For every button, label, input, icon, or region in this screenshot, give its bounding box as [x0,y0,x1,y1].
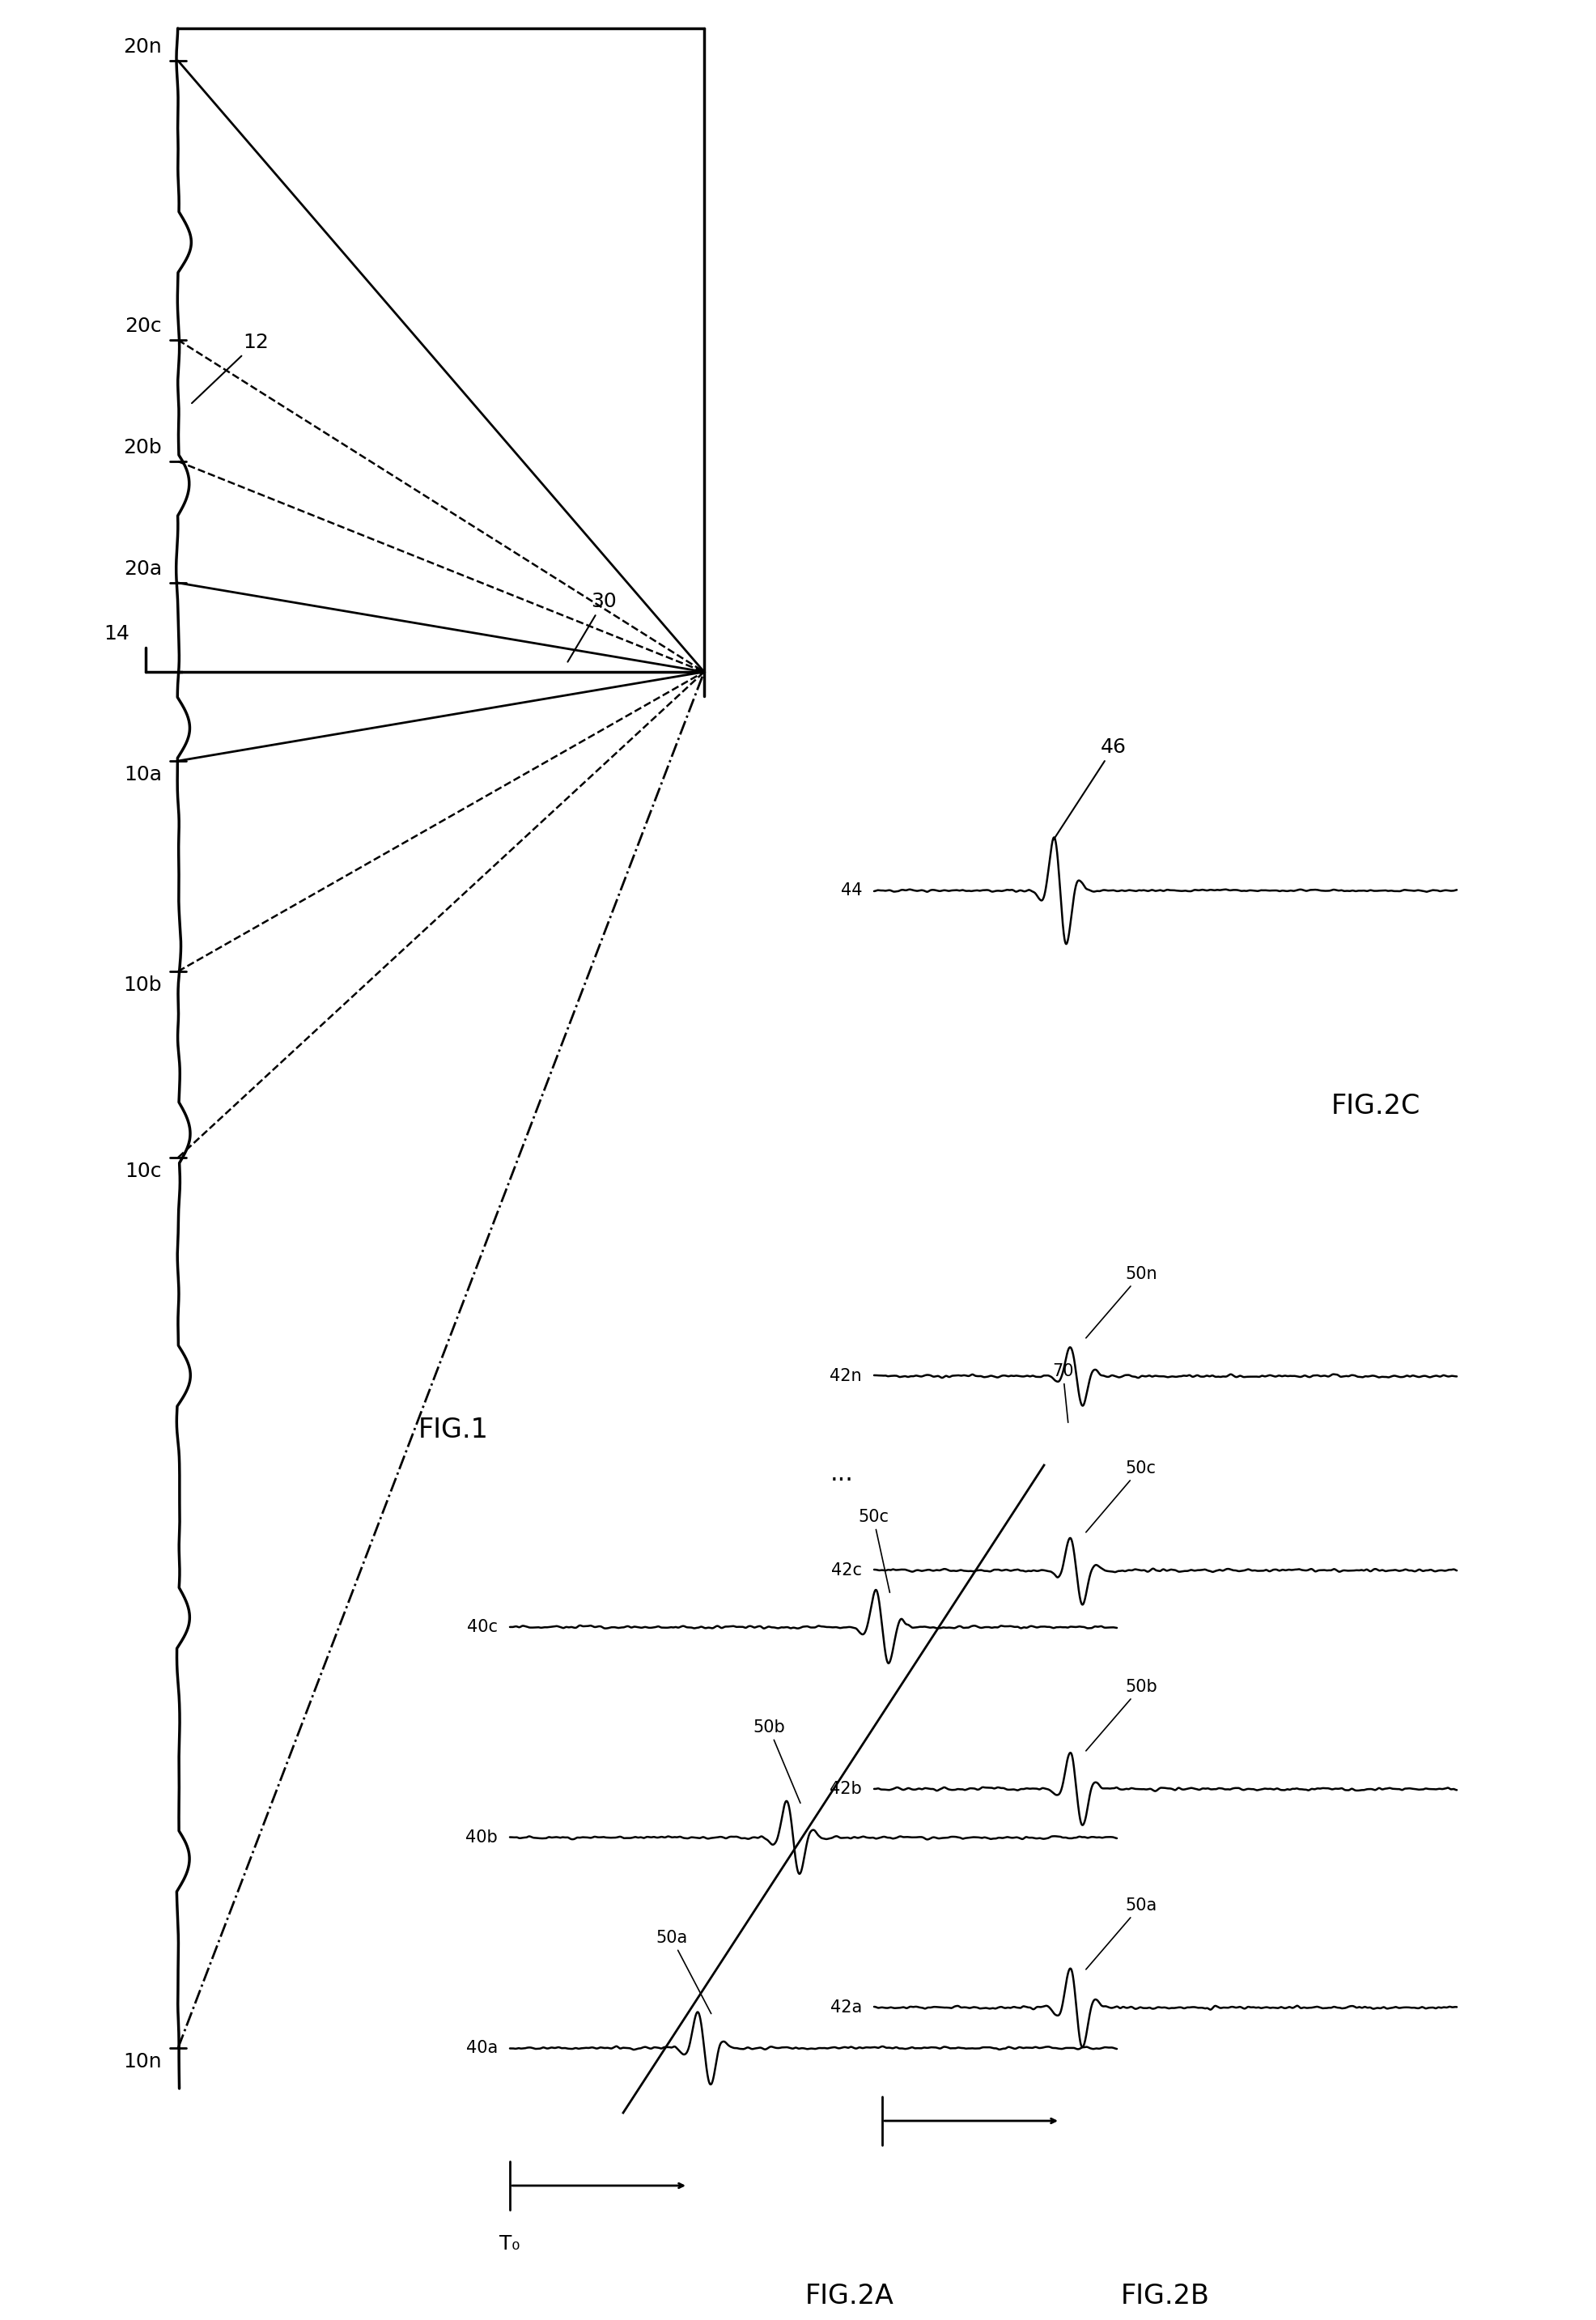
Text: 10c: 10c [124,1162,161,1181]
Text: FIG.1: FIG.1 [418,1418,488,1443]
Text: 50b: 50b [753,1719,800,1803]
Text: 44: 44 [841,882,862,898]
Text: FIG.2B: FIG.2B [1120,2283,1210,2308]
Text: 20c: 20c [124,316,161,336]
Text: FIG.2C: FIG.2C [1331,1093,1420,1121]
Text: 10b: 10b [123,974,161,995]
Text: 40c: 40c [468,1619,498,1636]
Text: 12: 12 [192,332,268,404]
Text: 42a: 42a [830,2000,862,2016]
Text: 20n: 20n [123,37,161,56]
Text: 50c: 50c [1085,1459,1156,1531]
Text: T₀: T₀ [500,2234,520,2253]
Text: 14: 14 [104,624,129,643]
Text: 42n: 42n [830,1369,862,1385]
Text: 10n: 10n [123,2053,161,2072]
Text: 50a: 50a [656,1930,712,2014]
Text: 40a: 40a [466,2039,498,2056]
Text: 30: 30 [568,592,616,661]
Text: 20b: 20b [123,438,161,457]
Text: 42b: 42b [830,1782,862,1798]
Text: 50a: 50a [1085,1898,1157,1970]
Text: 70: 70 [1052,1364,1074,1422]
Text: 20a: 20a [124,559,161,578]
Text: 40b: 40b [466,1830,498,1847]
Text: ...: ... [830,1462,854,1485]
Text: 42c: 42c [832,1561,862,1578]
Text: FIG.2A: FIG.2A [806,2283,894,2308]
Text: 10a: 10a [124,766,161,784]
Text: 50c: 50c [859,1508,891,1592]
Text: 50n: 50n [1085,1267,1157,1339]
Text: 46: 46 [1053,738,1127,840]
Text: 50b: 50b [1085,1680,1157,1752]
